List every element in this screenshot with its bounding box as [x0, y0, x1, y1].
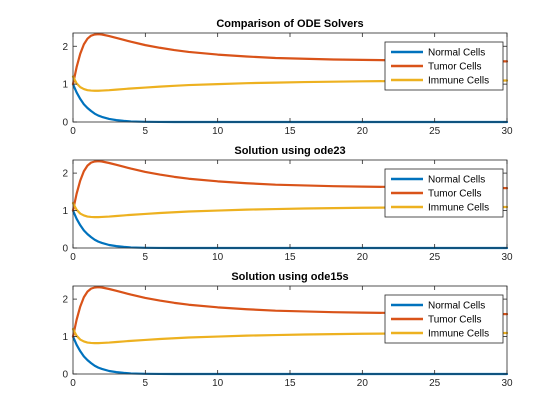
x-tick-label: 20 — [357, 126, 369, 137]
series-line-3 — [71, 327, 509, 345]
x-tick-label: 15 — [284, 252, 296, 263]
series-line-3 — [71, 75, 509, 92]
legend-label: Normal Cells — [428, 48, 485, 59]
x-tick-label: 20 — [357, 252, 369, 263]
y-axis: 0 1 2 — [62, 42, 507, 129]
legend: Normal Cells Tumor Cells Immune Cells — [384, 168, 504, 218]
legend-label: Normal Cells — [428, 175, 485, 186]
legend: Normal Cells Tumor Cells Immune Cells — [384, 294, 504, 344]
subplot-1: Comparison of ODE Solvers 0 5 10 15 20 25 30 0 1 2… — [62, 18, 513, 137]
series-line-2 — [71, 33, 509, 86]
x-axis: 0 5 10 15 20 25 30 — [70, 160, 513, 263]
x-tick-label: 0 — [70, 126, 76, 137]
y-tick-label: 2 — [62, 169, 68, 180]
y-tick-label: 2 — [62, 42, 68, 53]
y-axis: 0 1 2 — [62, 295, 507, 381]
series-line-2 — [71, 286, 509, 338]
x-tick-label: 25 — [429, 378, 441, 389]
legend-label: Immune Cells — [428, 76, 489, 87]
x-tick-label: 0 — [70, 378, 76, 389]
legend-label: Immune Cells — [428, 329, 489, 340]
x-tick-label: 5 — [143, 252, 149, 263]
legend-label: Normal Cells — [428, 301, 485, 312]
x-tick-label: 25 — [429, 252, 441, 263]
y-tick-label: 1 — [62, 206, 68, 217]
x-tick-label: 10 — [212, 378, 224, 389]
x-tick-label: 30 — [501, 252, 513, 263]
y-tick-label: 0 — [62, 370, 68, 381]
y-tick-label: 2 — [62, 295, 68, 306]
x-axis: 0 5 10 15 20 25 30 — [70, 33, 513, 137]
subplot-title: Solution using ode23 — [234, 145, 345, 157]
legend-label: Tumor Cells — [428, 62, 482, 73]
legend-label: Immune Cells — [428, 203, 489, 214]
x-tick-label: 20 — [357, 378, 369, 389]
x-tick-label: 0 — [70, 252, 76, 263]
legend: Normal Cells Tumor Cells Immune Cells — [384, 41, 504, 91]
x-tick-label: 10 — [212, 126, 224, 137]
x-tick-label: 25 — [429, 126, 441, 137]
y-tick-label: 1 — [62, 80, 68, 91]
x-tick-label: 15 — [284, 378, 296, 389]
subplot-3: Solution using ode15s 0 5 10 15 20 25 30 0 1 2 Norm… — [62, 271, 513, 389]
x-tick-label: 5 — [143, 378, 149, 389]
x-tick-label: 30 — [501, 378, 513, 389]
series-line-2 — [71, 160, 509, 212]
x-tick-label: 30 — [501, 126, 513, 137]
x-axis: 0 5 10 15 20 25 30 — [70, 286, 513, 389]
x-tick-label: 5 — [143, 126, 149, 137]
y-tick-label: 1 — [62, 332, 68, 343]
y-tick-label: 0 — [62, 118, 68, 129]
legend-label: Tumor Cells — [428, 315, 482, 326]
y-axis: 0 1 2 — [62, 169, 507, 255]
series-line-3 — [71, 201, 509, 219]
x-tick-label: 15 — [284, 126, 296, 137]
y-tick-label: 0 — [62, 244, 68, 255]
subplot-title: Solution using ode15s — [231, 271, 348, 283]
subplot-title: Comparison of ODE Solvers — [216, 18, 363, 30]
subplot-2: Solution using ode23 0 5 10 15 20 25 30 0 1 2 Norma… — [62, 145, 513, 263]
x-tick-label: 10 — [212, 252, 224, 263]
legend-label: Tumor Cells — [428, 189, 482, 200]
